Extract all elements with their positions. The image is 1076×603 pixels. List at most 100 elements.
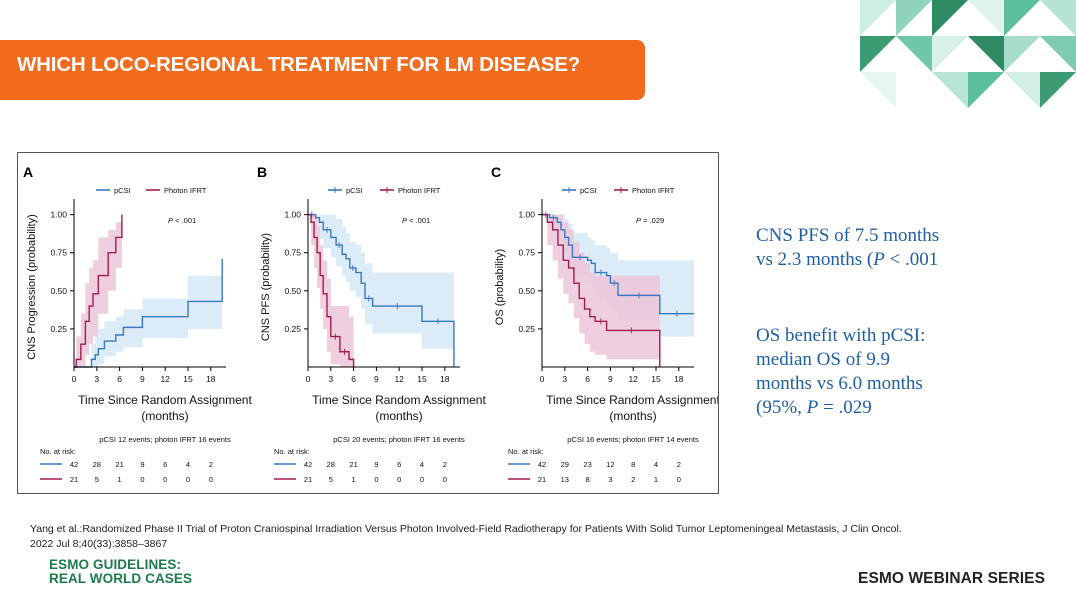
risk-table-header: No. at risk: [274,447,310,456]
os-summary-line3: months vs 6.0 months [756,373,923,394]
x-axis-label-units: (months) [375,409,422,423]
pfs-summary-line2: vs 2.3 months (P < .001 [756,249,939,270]
panel-letter-C: C [491,164,501,180]
y-tick-label: 0.25 [50,324,67,334]
risk-count: 21 [349,460,357,469]
y-tick-label: 0.75 [50,248,67,258]
x-axis-label: Time Since Random Assignment [312,393,486,407]
risk-count: 5 [95,475,99,484]
legend-label: pCSI [346,186,363,195]
y-tick-label: 1.00 [50,210,67,220]
y-tick-label: 0.50 [518,286,535,296]
risk-count: 4 [654,460,658,469]
km-line-photon [308,213,355,367]
x-tick-label: 6 [585,374,590,384]
risk-count: 8 [631,460,635,469]
citation: Yang et al.:Randomized Phase II Trial of… [30,522,1020,552]
risk-count: 42 [538,460,546,469]
x-tick-label: 9 [374,374,379,384]
panel-letter-A: A [23,164,33,180]
risk-count: 21 [70,475,78,484]
legend-label: pCSI [580,186,597,195]
y-tick-label: 1.00 [518,210,535,220]
x-tick-label: 3 [94,374,99,384]
risk-count: 0 [374,475,378,484]
risk-count: 1 [352,475,356,484]
x-axis-label: Time Since Random Assignment [546,393,718,407]
events-text: pCSI 20 events; photon IFRT 16 events [333,435,465,444]
x-tick-label: 15 [417,374,427,384]
p-value: P < .001 [168,216,196,225]
risk-count: 2 [443,460,447,469]
risk-count: 21 [304,475,312,484]
y-tick-label: 0.75 [284,248,301,258]
x-tick-label: 12 [394,374,404,384]
title-banner: WHICH LOCO-REGIONAL TREATMENT FOR LM DIS… [0,40,645,100]
x-tick-label: 0 [540,374,545,384]
risk-count: 28 [327,460,335,469]
y-axis-label: CNS PFS (probability) [260,233,272,341]
risk-count: 1 [118,475,122,484]
os-summary-line4: (95%, P = .029 [756,397,872,418]
risk-count: 28 [93,460,101,469]
x-tick-label: 3 [328,374,333,384]
risk-count: 21 [538,475,546,484]
y-tick-label: 1.00 [284,210,301,220]
panel-letter-B: B [257,164,267,180]
y-tick-label: 0.75 [518,248,535,258]
risk-count: 6 [163,460,167,469]
risk-count: 2 [677,460,681,469]
risk-count: 42 [304,460,312,469]
x-tick-label: 9 [140,374,145,384]
legend-label: Photon IFRT [398,186,441,195]
y-axis-label: OS (probability) [494,249,506,325]
x-tick-label: 15 [183,374,193,384]
y-tick-label: 0.50 [50,286,67,296]
x-tick-label: 18 [206,374,216,384]
risk-count: 9 [374,460,378,469]
citation-line2: 2022 Jul 8;40(33):3858–3867 [30,538,168,550]
os-summary-line2: median OS of 9.9 [756,349,891,370]
legend-label: Photon IFRT [164,186,207,195]
risk-count: 0 [397,475,401,484]
risk-count: 0 [163,475,167,484]
risk-table-header: No. at risk: [40,447,76,456]
risk-count: 23 [583,460,591,469]
risk-count: 3 [608,475,612,484]
risk-count: 1 [654,475,658,484]
os-summary-line1: OS benefit with pCSI: [756,325,926,346]
risk-count: 0 [420,475,424,484]
y-tick-label: 0.25 [518,324,535,334]
esmo-guidelines-logo: ESMO GUIDELINES: REAL WORLD CASES [49,557,193,586]
x-tick-label: 0 [72,374,77,384]
risk-count: 4 [420,460,424,469]
pfs-summary: CNS PFS of 7.5 months vs 2.3 months (P <… [756,224,939,272]
x-tick-label: 9 [608,374,613,384]
citation-line1: Yang et al.:Randomized Phase II Trial of… [30,523,902,535]
risk-count: 0 [443,475,447,484]
esmo-webinar-series-logo: ESMO WEBINAR SERIES [858,570,1046,587]
risk-count: 0 [677,475,681,484]
x-tick-label: 6 [117,374,122,384]
ci-band-photon [542,214,660,367]
y-tick-label: 0.50 [284,286,301,296]
risk-count: 0 [186,475,190,484]
risk-count: 5 [329,475,333,484]
pfs-summary-line1: CNS PFS of 7.5 months [756,225,940,246]
risk-count: 4 [186,460,190,469]
risk-count: 2 [631,475,635,484]
x-tick-label: 0 [306,374,311,384]
x-tick-label: 12 [160,374,170,384]
y-tick-label: 0.25 [284,324,301,334]
km-line-pcsi [308,213,455,367]
risk-count: 0 [140,475,144,484]
slide-title: WHICH LOCO-REGIONAL TREATMENT FOR LM DIS… [17,53,581,76]
risk-count: 12 [606,460,614,469]
legend-label: Photon IFRT [632,186,675,195]
km-line-photon [542,213,661,367]
events-text: pCSI 12 events; photon IFRT 16 events [99,435,231,444]
x-tick-label: 6 [351,374,356,384]
events-text: pCSI 16 events; photon IFRT 14 events [567,435,699,444]
y-axis-label: CNS Progression (probability) [26,214,38,360]
